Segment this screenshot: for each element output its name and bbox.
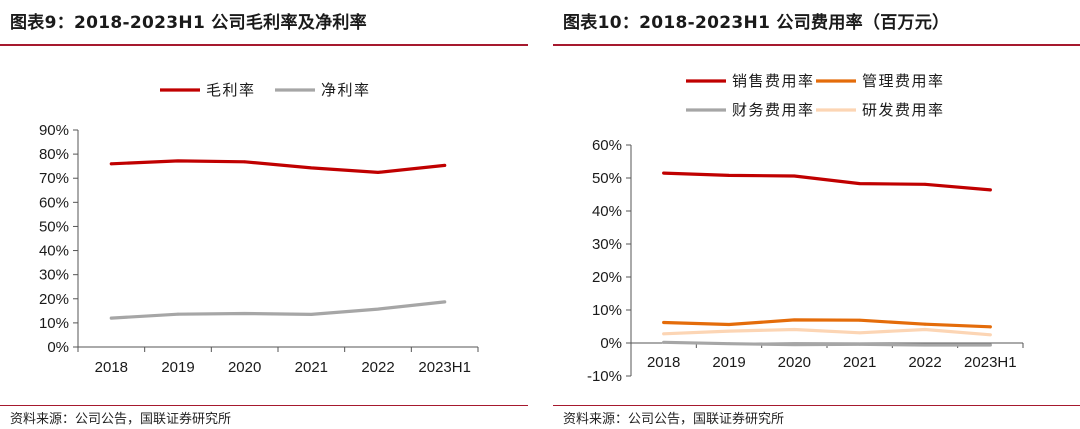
- data-point: [923, 322, 927, 326]
- x-tick-label: 2018: [647, 354, 680, 371]
- series-line-1: [109, 159, 447, 175]
- x-tick-label: 2023H1: [418, 359, 471, 376]
- data-point: [376, 171, 380, 174]
- y-tick-label: 40%: [592, 203, 622, 220]
- title-divider: [0, 44, 528, 46]
- x-tick-label: 2018: [95, 359, 128, 376]
- y-tick-label: 10%: [592, 302, 622, 319]
- source-note: 资料来源：公司公告，国联证券研究所: [10, 412, 232, 427]
- data-point: [988, 333, 992, 337]
- data-point: [176, 312, 180, 316]
- y-tick-label: 20%: [592, 269, 622, 286]
- data-point: [792, 318, 796, 322]
- y-tick-label: 0%: [600, 335, 622, 352]
- data-point: [662, 171, 666, 175]
- series-line-2: [662, 318, 992, 329]
- y-tick-label: 0%: [47, 339, 69, 356]
- y-tick-label: 10%: [39, 315, 69, 332]
- series-line-1: [662, 171, 992, 192]
- legend-label: 净利率: [321, 82, 371, 99]
- title-divider: [553, 44, 1080, 46]
- y-tick-label: 90%: [39, 122, 69, 139]
- data-point: [376, 307, 380, 311]
- chart-panel-gross-net-margin: 图表9：2018-2023H1 公司毛利率及净利率 0% 10% 20% 30% 40%…: [0, 0, 528, 429]
- data-point: [109, 162, 113, 166]
- data-point: [727, 329, 731, 333]
- margin-line-chart: 0% 10% 20% 30% 40% 50% 60% 70% 80% 90% 2018 2019 202…: [39, 82, 479, 376]
- y-tick-label: 50%: [39, 218, 69, 235]
- data-point: [792, 328, 796, 331]
- data-point: [727, 173, 731, 177]
- x-tick-label: 2020: [778, 354, 811, 371]
- source-divider: [553, 405, 1080, 406]
- data-point: [858, 331, 862, 335]
- x-tick-label: 2021: [295, 359, 328, 376]
- data-point: [988, 343, 992, 347]
- series-line-4: [662, 327, 992, 337]
- data-point: [988, 188, 992, 192]
- y-tick-label: 60%: [39, 194, 69, 211]
- data-point: [727, 323, 731, 326]
- data-point: [309, 166, 313, 170]
- data-point: [662, 321, 666, 324]
- data-point: [243, 160, 247, 164]
- x-tick-label: 2019: [712, 354, 745, 371]
- legend-label: 管理费用率: [862, 73, 945, 90]
- data-point: [923, 343, 927, 347]
- data-point: [858, 182, 862, 186]
- y-tick-label: -10%: [587, 368, 622, 385]
- data-point: [792, 174, 796, 178]
- y-tick-label: 60%: [592, 137, 622, 154]
- data-point: [243, 312, 247, 315]
- y-tick-label: 50%: [592, 170, 622, 187]
- x-tick-label: 2021: [843, 354, 876, 371]
- x-tick-label: 2020: [228, 359, 261, 376]
- chart-panel-expense-ratios: 图表10：2018-2023H1 公司费用率（百万元） -10% 0% 10% 20%…: [553, 0, 1080, 429]
- data-point: [662, 340, 666, 344]
- chart-title: 图表10：2018-2023H1 公司费用率（百万元）: [563, 13, 950, 33]
- data-point: [988, 325, 992, 329]
- legend-label: 财务费用率: [732, 102, 815, 119]
- expense-line-chart: -10% 0% 10% 20% 30% 40% 50% 60% 2018 2019 2020 2021…: [587, 73, 1024, 385]
- data-point: [176, 159, 180, 163]
- legend-label: 销售费用率: [732, 73, 815, 90]
- y-tick-label: 80%: [39, 146, 69, 163]
- series-line-3: [662, 340, 992, 347]
- data-point: [727, 342, 731, 346]
- data-point: [443, 164, 447, 167]
- data-point: [109, 316, 113, 320]
- chart-title: 图表9：2018-2023H1 公司毛利率及净利率: [10, 13, 367, 33]
- data-point: [923, 328, 927, 331]
- y-tick-label: 30%: [592, 236, 622, 253]
- legend-label: 毛利率: [206, 82, 256, 99]
- y-tick-label: 30%: [39, 267, 69, 284]
- data-point: [443, 300, 447, 304]
- x-tick-label: 2022: [361, 359, 394, 376]
- x-tick-label: 2022: [908, 354, 941, 371]
- series-line-2: [109, 300, 447, 320]
- source-divider: [0, 405, 528, 406]
- y-tick-label: 70%: [39, 170, 69, 187]
- y-tick-label: 40%: [39, 243, 69, 260]
- source-note: 资料来源：公司公告，国联证券研究所: [563, 412, 785, 427]
- data-point: [309, 313, 313, 316]
- x-tick-label: 2023H1: [964, 354, 1017, 371]
- data-point: [662, 332, 666, 336]
- data-point: [792, 343, 796, 347]
- data-point: [858, 342, 862, 346]
- x-tick-label: 2019: [161, 359, 194, 376]
- y-tick-label: 20%: [39, 291, 69, 308]
- legend-label: 研发费用率: [862, 102, 945, 119]
- data-point: [923, 182, 927, 186]
- data-point: [858, 318, 862, 322]
